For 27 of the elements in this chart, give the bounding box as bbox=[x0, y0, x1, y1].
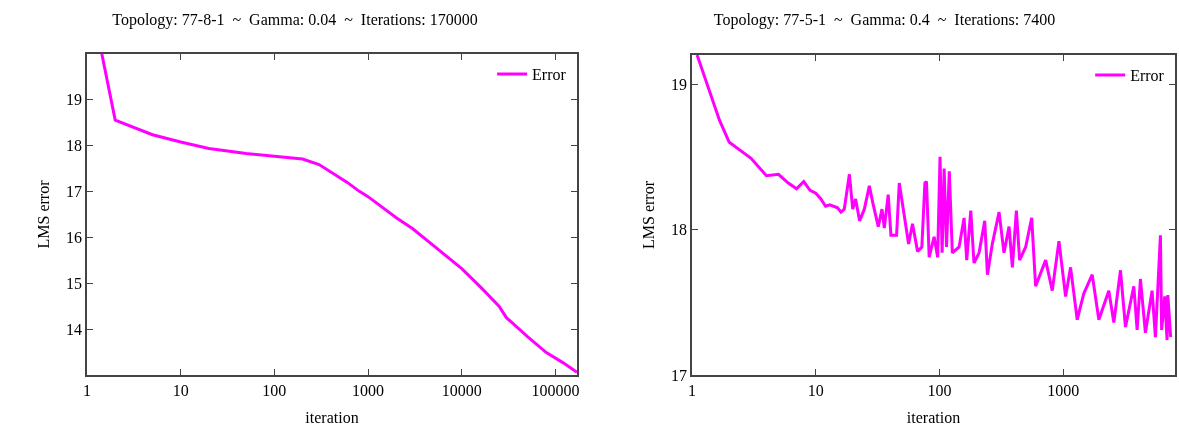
y-axis-title: LMS error bbox=[640, 180, 658, 249]
x-tick-label: 1 bbox=[688, 381, 696, 399]
y-tick-label: 18 bbox=[671, 221, 688, 239]
x-axis-title: iteration bbox=[906, 409, 961, 427]
x-tick-label: 1000 bbox=[1047, 381, 1080, 399]
y-tick-label: 14 bbox=[66, 320, 83, 338]
y-tick-label: 17 bbox=[671, 366, 688, 384]
x-tick-label: 100 bbox=[262, 381, 287, 399]
legend-label: Error bbox=[1130, 67, 1165, 85]
x-tick-label: 10 bbox=[807, 381, 824, 399]
x-tick-label: 10 bbox=[172, 381, 189, 399]
chart-title: Topology: 77-5-1 ~ Gamma: 0.4 ~ Iterations: 7400 bbox=[713, 11, 1056, 30]
y-tick-label: 17 bbox=[66, 183, 83, 201]
x-tick-label: 100000 bbox=[531, 381, 580, 399]
x-tick-label: 100 bbox=[927, 381, 952, 399]
legend-label: Error bbox=[532, 66, 567, 84]
chart-title: Topology: 77-8-1 ~ Gamma: 0.04 ~ Iterations: 170000 bbox=[112, 11, 478, 30]
y-tick-label: 18 bbox=[66, 137, 83, 155]
y-axis-title: LMS error bbox=[35, 179, 53, 249]
x-tick-label: 1000 bbox=[352, 381, 385, 399]
x-tick-label: 10000 bbox=[441, 381, 482, 399]
y-tick-label: 16 bbox=[66, 229, 83, 247]
y-tick-label: 19 bbox=[66, 91, 83, 109]
x-axis-title: iteration bbox=[305, 409, 359, 427]
y-tick-label: 15 bbox=[66, 274, 83, 292]
x-tick-label: 1 bbox=[83, 381, 91, 399]
y-tick-label: 19 bbox=[671, 75, 688, 93]
